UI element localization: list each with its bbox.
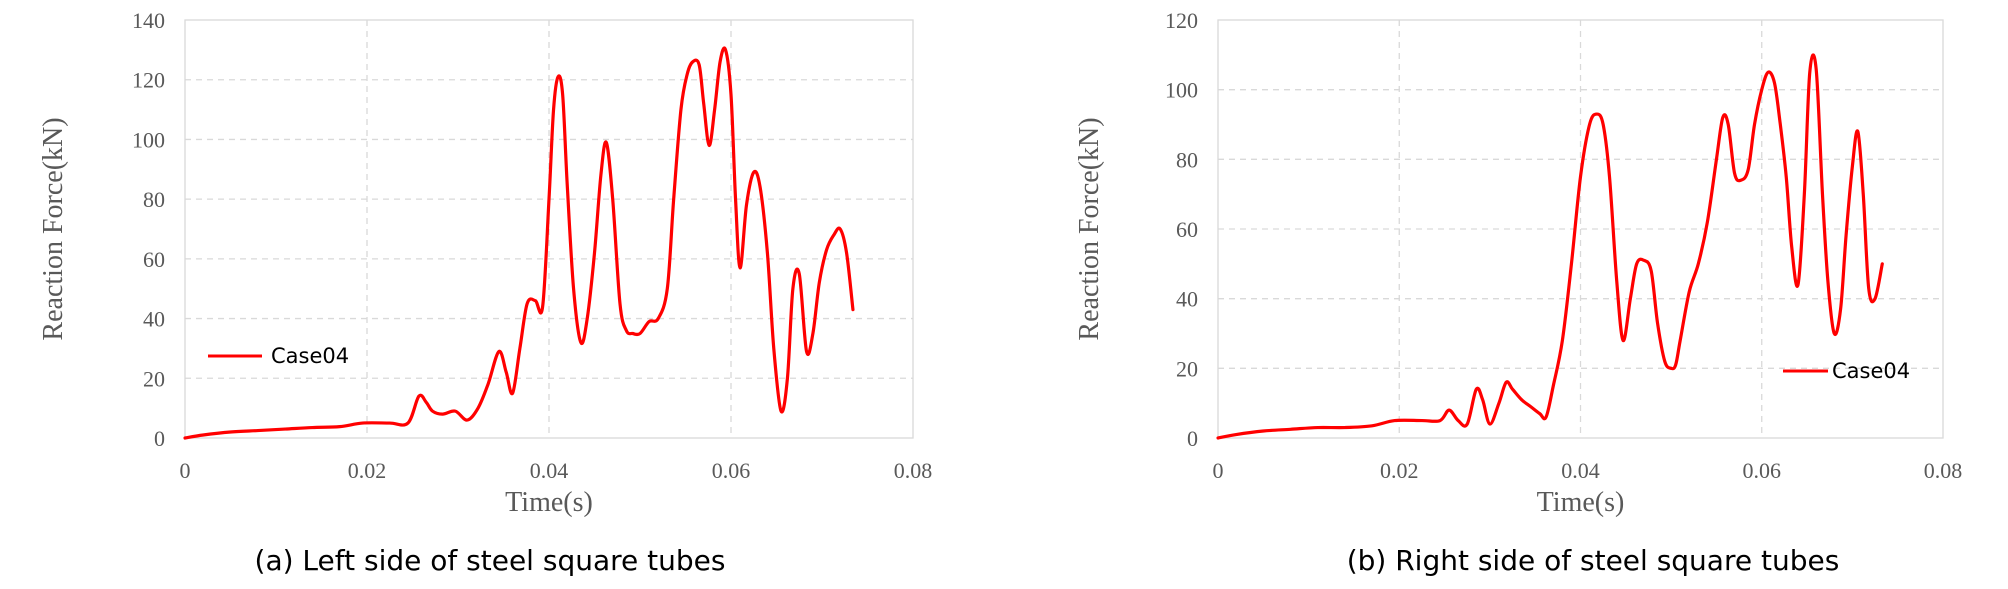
x-tick-label: 0 [1213, 458, 1224, 483]
legend-label: Case04 [271, 344, 349, 368]
x-tick-labels: 0 0.02 0.04 0.06 0.08 [1213, 458, 1963, 483]
legend: Case04 [208, 344, 349, 368]
x-tick-label: 0.04 [530, 458, 569, 483]
x-tick-labels: 0 0.02 0.04 0.06 0.08 [180, 458, 933, 483]
y-tick-label: 80 [1176, 147, 1198, 172]
y-tick-label: 60 [1176, 217, 1198, 242]
y-tick-labels: 0 20 40 60 80 100 120 140 [132, 8, 165, 451]
grid-lines [185, 20, 913, 438]
y-tick-label: 120 [1165, 8, 1198, 33]
y-tick-labels: 0 20 40 60 80 100 120 [1165, 8, 1198, 451]
legend: Case04 [1783, 359, 1910, 383]
x-tick-label: 0.02 [348, 458, 387, 483]
y-tick-label: 20 [1176, 356, 1198, 381]
y-tick-label: 80 [143, 187, 165, 212]
y-tick-label: 0 [154, 426, 165, 451]
series-line-case04 [1216, 53, 1884, 440]
chart-left-side: 0 20 40 60 80 100 120 140 0 0.02 0.04 0.06 0.08 Rea… [38, 8, 932, 577]
figure-caption: (b) Right side of steel square tubes [1347, 544, 1840, 577]
y-tick-label: 40 [143, 307, 165, 332]
x-tick-label: 0.06 [712, 458, 751, 483]
x-tick-label: 0.08 [1924, 458, 1963, 483]
x-axis-title: Time(s) [1537, 487, 1625, 518]
figure-caption: (a) Left side of steel square tubes [255, 544, 726, 577]
series-lines [183, 46, 855, 440]
series-line-case04 [183, 46, 855, 440]
y-tick-label: 100 [132, 127, 165, 152]
x-tick-label: 0 [180, 458, 191, 483]
series-lines [1216, 53, 1884, 440]
x-tick-label: 0.06 [1743, 458, 1782, 483]
plot-frame [184, 19, 914, 439]
y-tick-label: 100 [1165, 78, 1198, 103]
y-axis-title: Reaction Force(kN) [1074, 117, 1105, 340]
y-tick-label: 20 [143, 366, 165, 391]
chart-right-side: 0 20 40 60 80 100 120 0 0.02 0.04 0.06 0.08 Reacti… [1074, 8, 1962, 577]
x-tick-label: 0.08 [894, 458, 933, 483]
y-tick-label: 140 [132, 8, 165, 33]
plot-frame [1217, 19, 1944, 439]
y-tick-label: 40 [1176, 287, 1198, 312]
x-tick-label: 0.02 [1380, 458, 1419, 483]
y-tick-label: 0 [1187, 426, 1198, 451]
y-tick-label: 60 [143, 247, 165, 272]
y-axis-title: Reaction Force(kN) [38, 117, 69, 340]
legend-label: Case04 [1832, 359, 1910, 383]
y-tick-label: 120 [132, 68, 165, 93]
x-tick-label: 0.04 [1561, 458, 1600, 483]
x-axis-title: Time(s) [505, 487, 593, 518]
